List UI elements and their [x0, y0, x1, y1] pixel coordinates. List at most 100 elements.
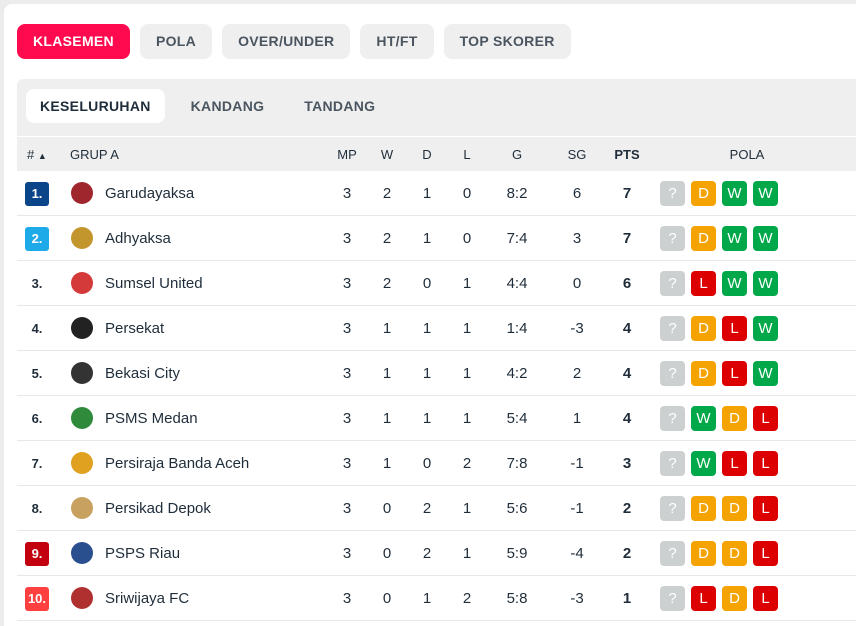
form-badge[interactable]: ? — [660, 361, 685, 386]
form-badge[interactable]: ? — [660, 496, 685, 521]
form-list: ? D L W — [660, 361, 778, 386]
form-list: ? D W W — [660, 181, 778, 206]
mp-header: MP — [337, 147, 357, 162]
mp-value: 3 — [342, 275, 352, 292]
w-value: 0 — [382, 545, 392, 562]
form-badge[interactable]: D — [691, 226, 716, 251]
team-name[interactable]: Sriwijaya FC — [105, 590, 190, 607]
team-name[interactable]: Bekasi City — [105, 365, 181, 382]
table-row[interactable]: 1. Garudayaksa 3 2 1 0 8:2 6 7 ? D W W — [17, 171, 856, 216]
d-value: 1 — [422, 230, 432, 247]
form-badge[interactable]: W — [753, 316, 778, 341]
team-name[interactable]: Garudayaksa — [105, 185, 195, 202]
sg-header: SG — [567, 147, 587, 162]
form-badge[interactable]: ? — [660, 451, 685, 476]
form-badge[interactable]: W — [753, 361, 778, 386]
team-name[interactable]: Adhyaksa — [105, 230, 171, 247]
sg-value: 1 — [572, 410, 582, 427]
form-badge[interactable]: D — [691, 361, 716, 386]
form-badge[interactable]: ? — [660, 541, 685, 566]
pts-value: 7 — [622, 185, 632, 202]
mp-value: 3 — [342, 230, 352, 247]
form-badge[interactable]: D — [691, 496, 716, 521]
mp-value: 3 — [342, 500, 352, 517]
form-badge[interactable]: W — [753, 181, 778, 206]
form-badge[interactable]: ? — [660, 586, 685, 611]
form-badge[interactable]: L — [691, 271, 716, 296]
g-value: 7:4 — [506, 230, 528, 247]
form-badge[interactable]: L — [753, 451, 778, 476]
pola-header: POLA — [729, 147, 765, 162]
form-badge[interactable]: W — [691, 451, 716, 476]
form-badge[interactable]: L — [722, 316, 747, 341]
form-badge[interactable]: D — [691, 316, 716, 341]
table-row[interactable]: 5. Bekasi City 3 1 1 1 4:2 2 4 ? D L W — [17, 351, 856, 396]
form-badge[interactable]: ? — [660, 181, 685, 206]
tab-pola[interactable]: POLA — [139, 24, 213, 59]
pts-value: 3 — [622, 455, 632, 472]
form-badge[interactable]: ? — [660, 226, 685, 251]
tab-klasemen[interactable]: KLASEMEN — [17, 24, 130, 59]
form-badge[interactable]: L — [753, 496, 778, 521]
table-row[interactable]: 9. PSPS Riau 3 0 2 1 5:9 -4 2 ? D D L — [17, 531, 856, 576]
team-name[interactable]: Sumsel United — [105, 275, 203, 292]
team-name[interactable]: PSPS Riau — [105, 545, 181, 562]
team-name[interactable]: Persekat — [105, 320, 165, 337]
table-row[interactable]: 2. Adhyaksa 3 2 1 0 7:4 3 7 ? D W W — [17, 216, 856, 261]
rank-badge: 1. — [25, 182, 49, 206]
d-value: 1 — [422, 320, 432, 337]
form-badge[interactable]: D — [722, 406, 747, 431]
d-value: 1 — [422, 365, 432, 382]
rank-header[interactable]: # ▲ — [27, 147, 47, 162]
l-value: 1 — [462, 545, 472, 562]
form-badge[interactable]: D — [691, 181, 716, 206]
form-badge[interactable]: D — [722, 586, 747, 611]
subtab-keseluruhan[interactable]: KESELURUHAN — [26, 89, 165, 123]
form-badge[interactable]: D — [722, 541, 747, 566]
pts-value: 6 — [622, 275, 632, 292]
subtab-tandang[interactable]: TANDANG — [304, 98, 376, 114]
team-logo-icon — [71, 407, 93, 429]
form-badge[interactable]: D — [691, 541, 716, 566]
form-badge[interactable]: L — [691, 586, 716, 611]
form-badge[interactable]: L — [753, 586, 778, 611]
table-row[interactable]: 8. Persikad Depok 3 0 2 1 5:6 -1 2 ? D D L — [17, 486, 856, 531]
tab-ht-ft[interactable]: HT/FT — [360, 24, 434, 59]
form-badge[interactable]: W — [722, 271, 747, 296]
form-badge[interactable]: L — [753, 406, 778, 431]
d-value: 0 — [422, 455, 432, 472]
form-badge[interactable]: W — [753, 271, 778, 296]
table-row[interactable]: 7. Persiraja Banda Aceh 3 1 0 2 7:8 -1 3… — [17, 441, 856, 486]
form-badge[interactable]: L — [722, 451, 747, 476]
table-row[interactable]: 6. PSMS Medan 3 1 1 1 5:4 1 4 ? W D L — [17, 396, 856, 441]
form-badge[interactable]: ? — [660, 271, 685, 296]
form-badge[interactable]: L — [722, 361, 747, 386]
team-logo-icon — [71, 272, 93, 294]
table-row[interactable]: 4. Persekat 3 1 1 1 1:4 -3 4 ? D L W — [17, 306, 856, 351]
form-list: ? D D L — [660, 541, 778, 566]
team-name[interactable]: Persiraja Banda Aceh — [105, 455, 250, 472]
form-badge[interactable]: ? — [660, 316, 685, 341]
form-badge[interactable]: W — [691, 406, 716, 431]
form-badge[interactable]: ? — [660, 406, 685, 431]
form-list: ? L W W — [660, 271, 778, 296]
subtab-kandang[interactable]: KANDANG — [190, 98, 265, 114]
sg-value: -4 — [570, 545, 584, 562]
table-row[interactable]: 3. Sumsel United 3 2 0 1 4:4 0 6 ? L W W — [17, 261, 856, 306]
team-name[interactable]: Persikad Depok — [105, 500, 211, 517]
pts-value: 4 — [622, 365, 632, 382]
form-badge[interactable]: W — [753, 226, 778, 251]
form-badge[interactable]: W — [722, 181, 747, 206]
l-value: 0 — [462, 185, 472, 202]
form-badge[interactable]: L — [753, 541, 778, 566]
team-name[interactable]: PSMS Medan — [105, 410, 198, 427]
tab-top-skorer[interactable]: TOP SKORER — [443, 24, 571, 59]
table-row[interactable]: 10. Sriwijaya FC 3 0 1 2 5:8 -3 1 ? L D L — [17, 576, 856, 621]
form-badge[interactable]: W — [722, 226, 747, 251]
d-value: 1 — [422, 185, 432, 202]
form-badge[interactable]: D — [722, 496, 747, 521]
tab-over-under[interactable]: OVER/UNDER — [222, 24, 351, 59]
pts-value: 7 — [622, 230, 632, 247]
rank-badge: 7. — [31, 456, 43, 471]
rank-badge: 10. — [25, 587, 49, 611]
